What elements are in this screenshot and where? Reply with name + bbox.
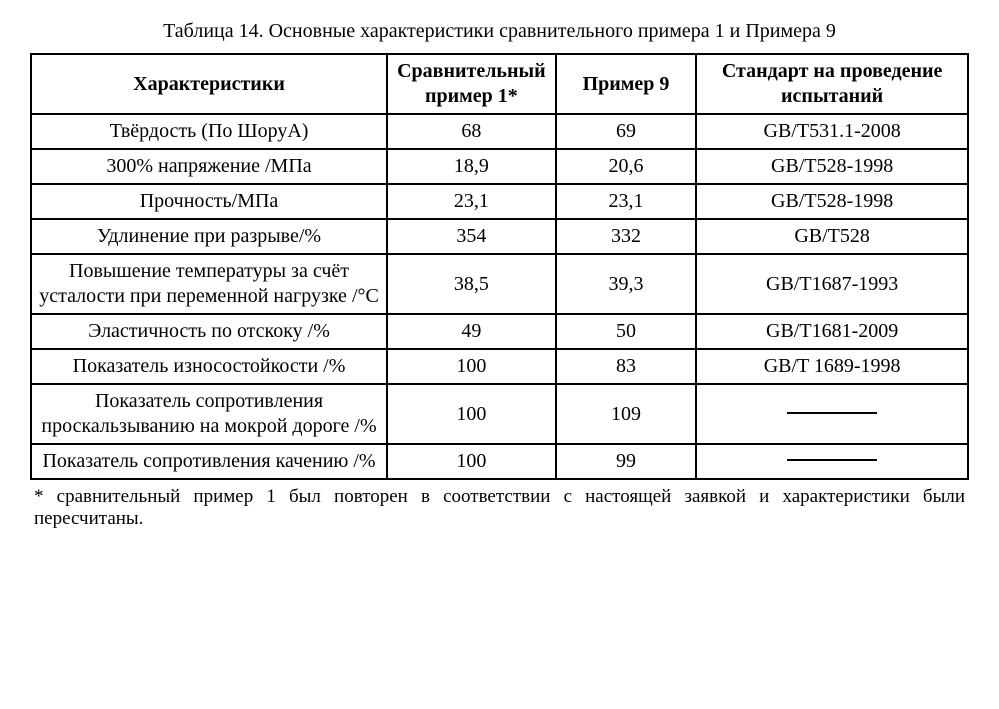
row-value-example9: 99 — [556, 444, 697, 479]
row-standard: GB/T1687-1993 — [696, 254, 968, 314]
table-row: Удлинение при разрыве/%354332GB/T528 — [31, 219, 968, 254]
row-standard — [696, 384, 968, 444]
row-value-example9: 83 — [556, 349, 697, 384]
row-value-comparative: 354 — [387, 219, 556, 254]
row-value-comparative: 49 — [387, 314, 556, 349]
row-standard: GB/T528-1998 — [696, 149, 968, 184]
row-value-comparative: 38,5 — [387, 254, 556, 314]
table-header-row: Характеристики Сравнительный пример 1* П… — [31, 54, 968, 114]
row-value-comparative: 23,1 — [387, 184, 556, 219]
row-standard: GB/T 1689-1998 — [696, 349, 968, 384]
row-standard: GB/T528 — [696, 219, 968, 254]
table-footnote: * сравнительный пример 1 был повторен в … — [30, 486, 969, 530]
row-label: 300% напряжение /МПа — [31, 149, 387, 184]
row-value-example9: 332 — [556, 219, 697, 254]
dash-icon — [787, 412, 877, 414]
table-row: Эластичность по отскоку /%4950GB/T1681-2… — [31, 314, 968, 349]
table-row: Твёрдость (По ШоруA)6869GB/T531.1-2008 — [31, 114, 968, 149]
table-row: Показатель сопротивления проскальзыванию… — [31, 384, 968, 444]
row-label: Показатель сопротивления качению /% — [31, 444, 387, 479]
col-header-characteristics: Характеристики — [31, 54, 387, 114]
row-value-comparative: 100 — [387, 349, 556, 384]
row-label: Повышение температуры за счёт усталости … — [31, 254, 387, 314]
row-value-example9: 23,1 — [556, 184, 697, 219]
row-value-example9: 39,3 — [556, 254, 697, 314]
characteristics-table: Характеристики Сравнительный пример 1* П… — [30, 53, 969, 480]
row-value-example9: 20,6 — [556, 149, 697, 184]
row-label: Показатель сопротивления проскальзыванию… — [31, 384, 387, 444]
col-header-standard: Стандарт на проведение испытаний — [696, 54, 968, 114]
row-value-comparative: 68 — [387, 114, 556, 149]
table-row: Прочность/МПа23,123,1GB/T528-1998 — [31, 184, 968, 219]
row-value-comparative: 100 — [387, 444, 556, 479]
row-value-example9: 109 — [556, 384, 697, 444]
row-standard — [696, 444, 968, 479]
row-standard: GB/T528-1998 — [696, 184, 968, 219]
row-label: Показатель износостойкости /% — [31, 349, 387, 384]
row-value-example9: 69 — [556, 114, 697, 149]
table-row: Показатель сопротивления качению /%10099 — [31, 444, 968, 479]
col-header-example-9: Пример 9 — [556, 54, 697, 114]
row-standard: GB/T1681-2009 — [696, 314, 968, 349]
dash-icon — [787, 459, 877, 461]
table-row: Повышение температуры за счёт усталости … — [31, 254, 968, 314]
row-value-example9: 50 — [556, 314, 697, 349]
row-label: Твёрдость (По ШоруA) — [31, 114, 387, 149]
table-row: Показатель износостойкости /%10083GB/T 1… — [31, 349, 968, 384]
col-header-comparative-example-1: Сравнительный пример 1* — [387, 54, 556, 114]
row-label: Эластичность по отскоку /% — [31, 314, 387, 349]
row-label: Удлинение при разрыве/% — [31, 219, 387, 254]
row-label: Прочность/МПа — [31, 184, 387, 219]
row-standard: GB/T531.1-2008 — [696, 114, 968, 149]
row-value-comparative: 18,9 — [387, 149, 556, 184]
table-caption: Таблица 14. Основные характеристики срав… — [30, 20, 969, 43]
table-row: 300% напряжение /МПа18,920,6GB/T528-1998 — [31, 149, 968, 184]
row-value-comparative: 100 — [387, 384, 556, 444]
